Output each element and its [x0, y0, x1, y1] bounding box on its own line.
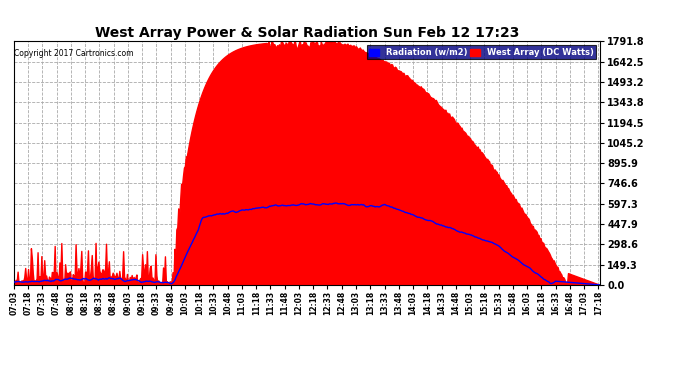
Title: West Array Power & Solar Radiation Sun Feb 12 17:23: West Array Power & Solar Radiation Sun F… — [95, 26, 520, 40]
Legend: Radiation (w/m2), West Array (DC Watts): Radiation (w/m2), West Array (DC Watts) — [367, 45, 596, 59]
Text: Copyright 2017 Cartronics.com: Copyright 2017 Cartronics.com — [14, 49, 134, 58]
